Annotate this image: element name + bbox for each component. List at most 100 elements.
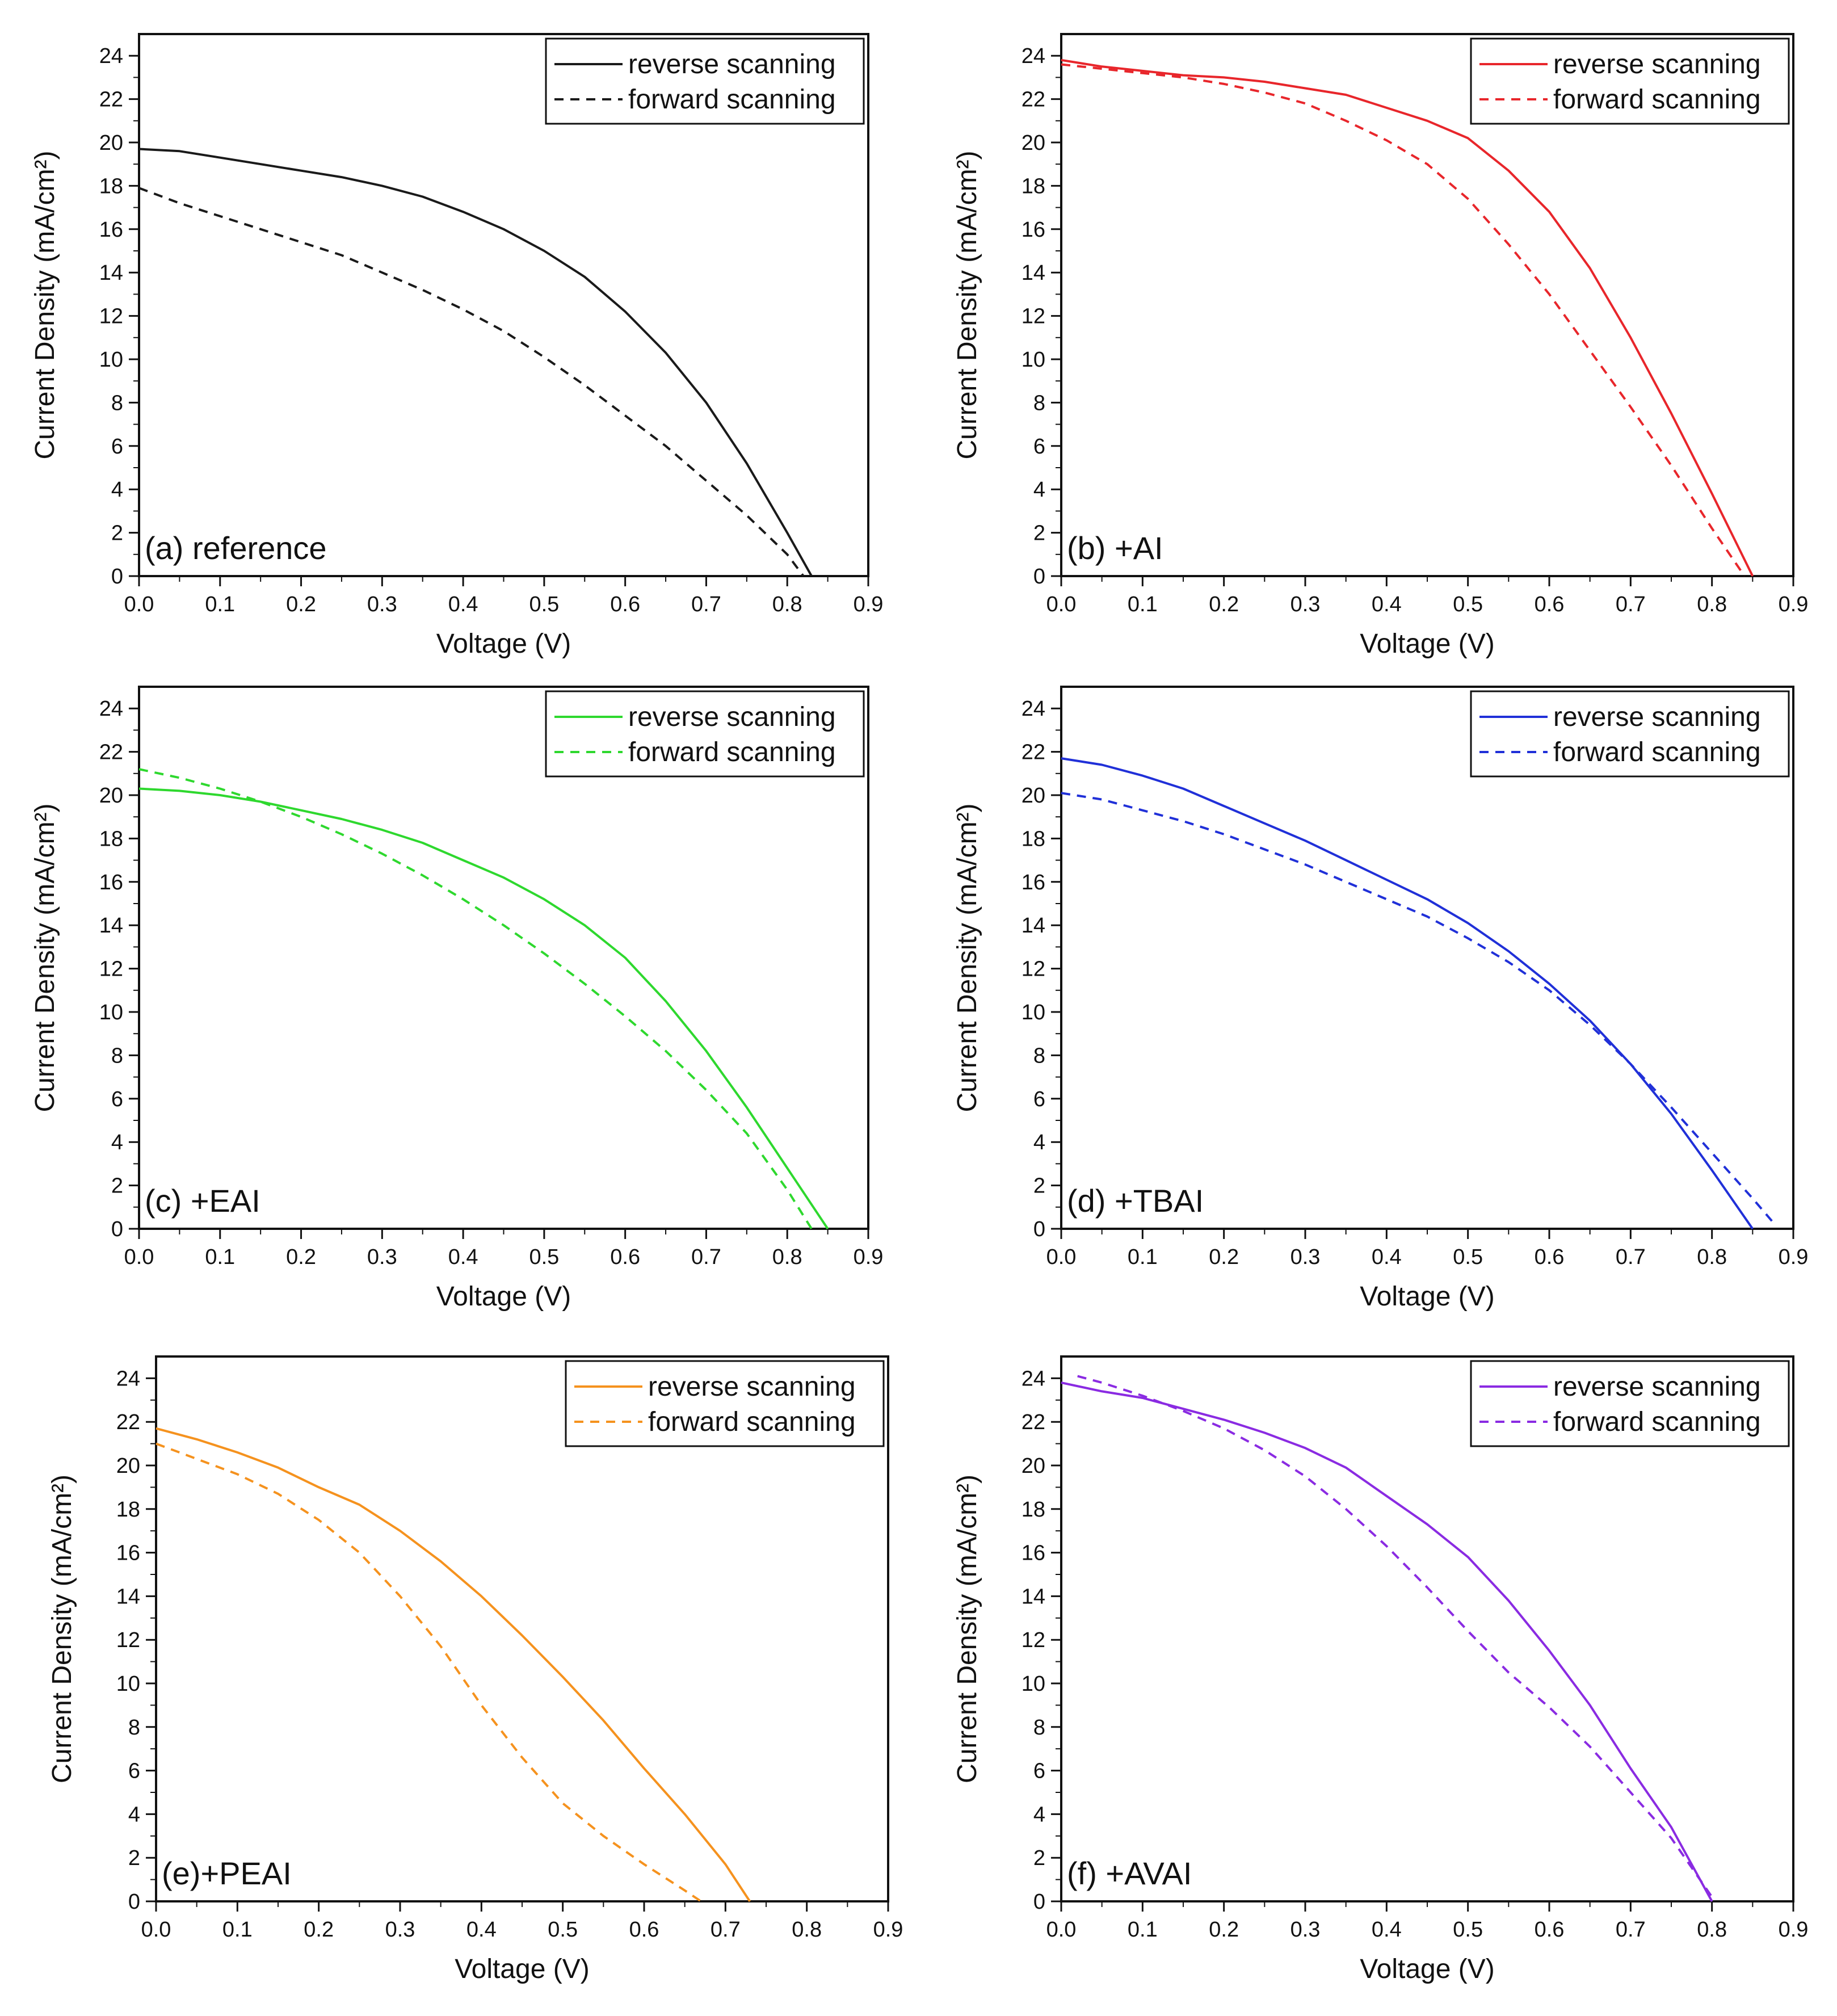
x-tick-label: 0.8: [792, 1918, 822, 1942]
x-tick-label: 0.3: [1290, 1245, 1321, 1269]
legend-label: reverse scanning: [628, 702, 836, 732]
y-tick-label: 6: [1033, 1759, 1045, 1783]
y-tick-label: 12: [99, 305, 123, 329]
x-axis-title: Voltage (V): [436, 1282, 571, 1312]
panel-label: (c) +EAI: [145, 1183, 260, 1219]
y-tick-label: 12: [1022, 1628, 1045, 1652]
y-tick-label: 2: [1033, 1846, 1045, 1870]
x-tick-label: 0.4: [448, 1245, 478, 1269]
y-tick-label: 2: [128, 1846, 140, 1870]
y-tick-label: 8: [1033, 391, 1045, 415]
y-axis-title: Current Density (mA/cm²): [30, 803, 60, 1112]
x-tick-label: 0.6: [610, 1245, 640, 1269]
x-tick-label: 0.5: [1453, 1918, 1483, 1942]
chart-panel-0: 0.0 0.1 0.2 0.3 0.4 0.5 0.6 0.7 0.8 0.90246810121…: [30, 34, 883, 659]
legend-label: forward scanning: [1553, 1407, 1761, 1437]
y-tick-label: 8: [111, 391, 123, 415]
x-tick-label: 0.5: [548, 1918, 578, 1942]
y-tick-label: 6: [111, 1087, 123, 1111]
y-tick-label: 16: [1022, 218, 1045, 242]
y-axis-title: Current Density (mA/cm²): [952, 803, 982, 1112]
y-tick-label: 20: [116, 1454, 140, 1478]
legend-label: reverse scanning: [628, 49, 836, 79]
y-tick-label: 4: [128, 1803, 140, 1826]
x-tick-label: 0.7: [691, 593, 721, 616]
y-tick-label: 6: [111, 435, 123, 459]
y-axis-title: Current Density (mA/cm²): [952, 150, 982, 459]
x-tick-label: 0.6: [1535, 1918, 1565, 1942]
y-tick-label: 24: [99, 697, 123, 721]
y-tick-label: 2: [1033, 1174, 1045, 1198]
x-tick-label: 0.0: [124, 1245, 154, 1269]
chart-panel-3: 0.0 0.1 0.2 0.3 0.4 0.5 0.6 0.7 0.8 0.90246810121…: [952, 687, 1808, 1312]
y-tick-label: 6: [1033, 435, 1045, 459]
x-tick-label: 0.2: [1209, 593, 1239, 616]
chart-panel-5: 0.0 0.1 0.2 0.3 0.4 0.5 0.6 0.7 0.8 0.90246810121…: [952, 1356, 1808, 1984]
y-tick-label: 16: [116, 1542, 140, 1565]
x-tick-label: 0.6: [610, 593, 640, 616]
y-tick-label: 16: [1022, 871, 1045, 894]
y-tick-label: 20: [1022, 1454, 1045, 1478]
x-tick-label: 0.3: [1290, 1918, 1321, 1942]
y-tick-label: 22: [1022, 1410, 1045, 1434]
legend-label: forward scanning: [1553, 737, 1761, 767]
y-tick-label: 22: [1022, 88, 1045, 112]
series-line-forward: [1078, 1376, 1712, 1897]
y-tick-label: 24: [99, 44, 123, 68]
y-tick-label: 20: [99, 784, 123, 808]
y-tick-label: 4: [1033, 1131, 1045, 1154]
x-axis-title: Voltage (V): [455, 1954, 589, 1984]
y-tick-label: 8: [1033, 1716, 1045, 1740]
y-tick-label: 14: [99, 914, 123, 938]
y-tick-label: 4: [1033, 1803, 1045, 1826]
y-tick-label: 14: [1022, 914, 1045, 938]
x-tick-label: 0.1: [1128, 1918, 1158, 1942]
chart-panel-2: 0.0 0.1 0.2 0.3 0.4 0.5 0.6 0.7 0.8 0.90246810121…: [30, 687, 883, 1312]
x-tick-label: 0.0: [1046, 1245, 1077, 1269]
figure-canvas: 0.0 0.1 0.2 0.3 0.4 0.5 0.6 0.7 0.8 0.90246810121…: [0, 0, 1837, 2016]
y-tick-label: 2: [1033, 522, 1045, 545]
x-tick-label: 0.7: [1616, 1918, 1646, 1942]
x-tick-label: 0.4: [448, 593, 478, 616]
x-tick-label: 0.0: [124, 593, 154, 616]
y-tick-label: 0: [111, 565, 123, 589]
panel-label: (f) +AVAI: [1067, 1855, 1192, 1891]
series-line-forward: [139, 769, 812, 1229]
y-axis-title: Current Density (mA/cm²): [47, 1475, 77, 1783]
y-tick-label: 18: [1022, 827, 1045, 851]
x-tick-label: 0.9: [873, 1918, 903, 1942]
legend-label: forward scanning: [628, 85, 836, 115]
x-tick-label: 0.4: [1372, 1245, 1402, 1269]
y-tick-label: 10: [116, 1672, 140, 1696]
x-tick-label: 0.3: [1290, 593, 1321, 616]
x-axis-title: Voltage (V): [1360, 1282, 1494, 1312]
y-tick-label: 10: [1022, 1001, 1045, 1024]
y-tick-label: 10: [1022, 348, 1045, 372]
x-tick-label: 0.5: [1453, 1245, 1483, 1269]
y-tick-label: 18: [1022, 1498, 1045, 1522]
x-tick-label: 0.9: [1779, 593, 1809, 616]
x-tick-label: 0.8: [772, 593, 802, 616]
series-line-reverse: [156, 1429, 750, 1901]
legend-label: forward scanning: [648, 1407, 856, 1437]
x-tick-label: 0.2: [1209, 1918, 1239, 1942]
legend-label: forward scanning: [628, 737, 836, 767]
x-tick-label: 0.6: [1535, 1245, 1565, 1269]
y-tick-label: 22: [99, 741, 123, 765]
y-tick-label: 0: [1033, 1217, 1045, 1241]
y-tick-label: 20: [1022, 784, 1045, 808]
y-tick-label: 14: [99, 261, 123, 285]
series-line-reverse: [1061, 758, 1752, 1229]
y-tick-label: 10: [99, 348, 123, 372]
x-tick-label: 0.9: [854, 593, 884, 616]
y-tick-label: 20: [1022, 131, 1045, 155]
y-tick-label: 14: [116, 1585, 140, 1608]
y-tick-label: 0: [1033, 1890, 1045, 1914]
series-line-forward: [156, 1444, 701, 1901]
x-tick-label: 0.3: [385, 1918, 415, 1942]
x-tick-label: 0.8: [1697, 593, 1727, 616]
y-tick-label: 8: [1033, 1044, 1045, 1068]
y-tick-label: 16: [99, 871, 123, 894]
x-axis-title: Voltage (V): [1360, 1954, 1494, 1984]
series-line-forward: [139, 188, 804, 576]
